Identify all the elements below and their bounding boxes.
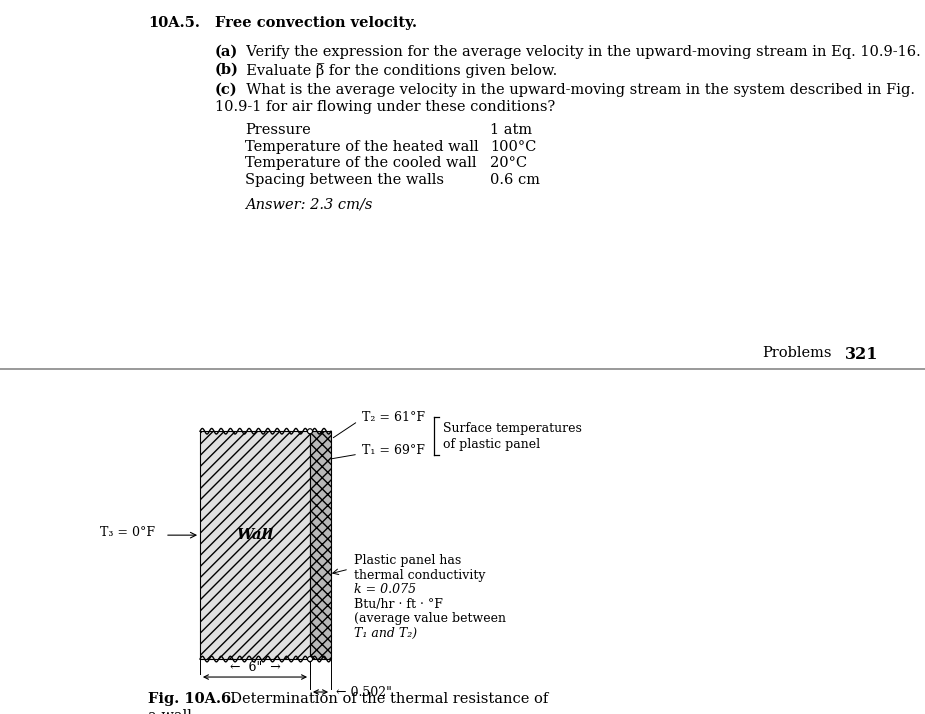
Text: T₁ and T₂): T₁ and T₂) — [354, 627, 417, 640]
Text: 10A.5.: 10A.5. — [148, 16, 200, 30]
Text: T₂ = 61°F: T₂ = 61°F — [362, 411, 425, 423]
Text: Problems: Problems — [762, 346, 832, 361]
Text: Evaluate β̅ for the conditions given below.: Evaluate β̅ for the conditions given bel… — [237, 63, 557, 78]
Text: Verify the expression for the average velocity in the upward-moving stream in Eq: Verify the expression for the average ve… — [237, 45, 920, 59]
Text: 0.6 cm: 0.6 cm — [490, 173, 540, 186]
Text: Free convection velocity.: Free convection velocity. — [215, 16, 417, 30]
Bar — [200, 431, 310, 659]
Text: thermal conductivity: thermal conductivity — [354, 568, 486, 582]
Text: 321: 321 — [845, 346, 879, 363]
Text: Plastic panel has: Plastic panel has — [354, 554, 462, 567]
Text: (b): (b) — [215, 63, 239, 77]
Text: 1 atm: 1 atm — [490, 123, 532, 137]
Text: Pressure: Pressure — [245, 123, 311, 137]
Text: 100°C: 100°C — [490, 140, 536, 154]
Text: (c): (c) — [215, 83, 238, 97]
Text: a wall.: a wall. — [148, 709, 196, 714]
Text: T₃ = 0°F: T₃ = 0°F — [100, 526, 155, 538]
Text: Temperature of the cooled wall: Temperature of the cooled wall — [245, 156, 476, 170]
Text: Answer: 2.3 cm/s: Answer: 2.3 cm/s — [245, 197, 373, 211]
Bar — [310, 431, 331, 659]
Text: 10.9-1 for air flowing under these conditions?: 10.9-1 for air flowing under these condi… — [215, 100, 555, 114]
Text: k = 0.075: k = 0.075 — [354, 583, 416, 596]
Text: T₁ = 69°F: T₁ = 69°F — [362, 443, 425, 457]
Text: Surface temperatures: Surface temperatures — [443, 422, 582, 435]
Text: Fig. 10A.6.: Fig. 10A.6. — [148, 692, 236, 706]
Text: ←  6"  →: ← 6" → — [229, 661, 280, 674]
Text: Temperature of the heated wall: Temperature of the heated wall — [245, 140, 478, 154]
Text: 20°C: 20°C — [490, 156, 527, 170]
Text: Btu/hr · ft · °F: Btu/hr · ft · °F — [354, 598, 443, 610]
Text: of plastic panel: of plastic panel — [443, 438, 540, 451]
Text: (average value between: (average value between — [354, 612, 506, 625]
Circle shape — [307, 657, 313, 662]
Circle shape — [307, 428, 313, 433]
Text: Spacing between the walls: Spacing between the walls — [245, 173, 444, 186]
Text: Wall: Wall — [237, 528, 274, 542]
Text: (a): (a) — [215, 45, 239, 59]
Text: Determination of the thermal resistance of: Determination of the thermal resistance … — [221, 692, 549, 706]
Text: What is the average velocity in the upward-moving stream in the system described: What is the average velocity in the upwa… — [237, 83, 915, 97]
Text: ← 0.502": ← 0.502" — [336, 685, 392, 698]
